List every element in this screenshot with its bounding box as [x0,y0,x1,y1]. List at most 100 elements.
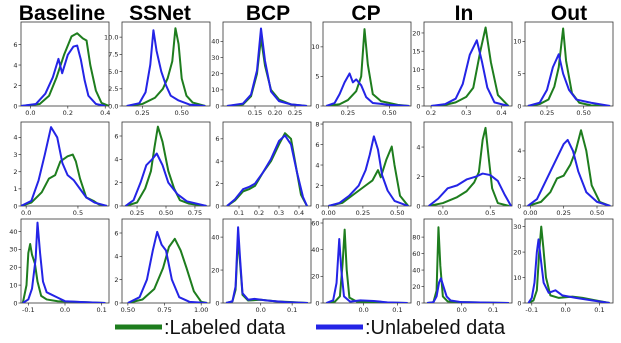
y-tick-label: 4 [114,253,118,261]
x-tick-label: 0.1 [392,306,402,314]
y-tick-label: 4 [215,158,219,166]
x-tick-label: 0.0 [438,209,448,217]
x-tick-label: 0.3 [274,209,284,217]
unlabeled-density-line [124,152,207,206]
x-tick-label: 0.00 [523,209,537,217]
y-tick-label: 0 [416,202,420,210]
y-tick-label: 40 [211,38,219,46]
legend-unlabeled-label: :Unlabeled data [365,317,506,339]
x-tick-label: 0.1 [234,209,244,217]
y-tick-label: 6 [13,41,17,49]
y-tick-label: 0 [315,102,319,110]
column-title-ssnet: SSNet [129,2,191,25]
x-tick-label: 0.50 [590,209,604,217]
panel-in-row3: 0.0 0.1 0 20 40 60 80 [412,218,513,314]
y-tick-label: 30 [9,246,17,254]
panel-cp-row2: 0.00 0.25 0.50 0 2 4 6 8 [315,120,412,217]
unlabeled-density-line [21,126,108,206]
y-tick-label: 2 [13,82,17,90]
y-tick-label: 10 [9,281,17,289]
labeled-density-line [21,243,106,303]
x-tick-label: 0.25 [356,209,370,217]
panel-frame [20,121,110,207]
x-tick-label: 0.4 [294,209,304,217]
unlabeled-density-line [226,27,308,106]
x-tick-label: 0.25 [130,209,144,217]
y-tick-label: 40 [311,246,319,254]
y-tick-label: 20 [211,70,219,78]
unlabeled-density-line [126,29,206,106]
x-tick-label: -0.1 [22,306,35,314]
y-tick-label: 6 [215,135,219,143]
panel-bcp-row1: 0.15 0.20 0.25 0 10 20 30 40 [211,21,312,117]
labeled-density-line [428,126,510,206]
y-tick-label: 6 [315,141,319,149]
y-tick-label: 8 [315,120,319,128]
y-tick-label: 80 [412,233,420,241]
y-tick-label: 30 [513,223,521,231]
y-tick-label: 4 [13,61,17,69]
labeled-density-line [326,228,408,303]
unlabeled-density-line [326,238,408,303]
y-tick-label: 7.5 [108,51,118,59]
labeled-density-line [125,125,207,206]
x-tick-label: 0.5 [73,209,83,217]
x-tick-label: 0.20 [268,109,282,117]
y-tick-label: 20 [513,248,521,256]
y-tick-label: 4 [416,143,420,151]
x-tick-label: 1.00 [194,306,208,314]
labeled-density-line [527,27,611,106]
y-tick-label: 20 [9,264,17,272]
y-tick-label: 5 [315,73,319,81]
x-tick-label: 0.50 [159,209,173,217]
x-tick-label: 0.1 [287,306,297,314]
labeled-density-line [21,32,109,106]
x-tick-label: 0.0 [560,306,570,314]
y-tick-label: 10 [412,66,420,74]
x-tick-label: 0.2 [426,109,436,117]
y-tick-label: 0 [416,299,420,307]
x-tick-label: 0.2 [254,209,264,217]
x-tick-label: 0.0 [358,306,368,314]
y-tick-label: 4 [114,156,118,164]
y-tick-label: 5 [416,84,420,92]
y-tick-label: 0 [215,102,219,110]
panel-in-row2: 0.0 0.5 0 2 4 [416,121,513,217]
y-tick-label: 0 [13,102,17,110]
unlabeled-density-line [428,172,512,206]
unlabeled-density-line [527,138,611,206]
unlabeled-density-line [430,39,509,106]
y-tick-label: 20 [412,283,420,291]
y-tick-label: 0 [215,299,219,307]
x-tick-label: 0.0 [457,306,467,314]
y-tick-label: 0 [13,202,17,210]
x-tick-label: 0.1 [594,306,604,314]
panel-bcp-row2: 0.1 0.2 0.3 0.4 0 2 4 6 [215,121,312,217]
panel-frame [423,121,513,207]
panel-ssnet-row3: 0.50 0.75 1.00 0 2 4 6 [114,218,211,314]
labeled-density-line [527,225,610,303]
panel-out-row1: 0.25 0.50 0 5 10 [513,21,614,117]
y-tick-label: 20 [412,29,420,37]
x-tick-label: 0.4 [496,109,506,117]
y-tick-label: 2 [517,175,521,183]
y-tick-label: 0 [315,202,319,210]
x-tick-label: 0.50 [174,109,188,117]
y-tick-label: 5 [517,70,521,78]
x-tick-label: 0.25 [341,109,355,117]
panel-ssnet-row1: 0.25 0.50 0.0 2.5 5.0 7.5 10.0 [104,21,211,117]
y-tick-label: 0 [416,102,420,110]
labeled-density-line [527,129,611,206]
unlabeled-density-line [527,238,610,303]
panel-cp-row1: 0.25 0.50 0 5 10 [311,21,412,117]
unlabeled-density-line [21,44,106,106]
panel-cp-row3: 0.0 0.1 0 20 40 60 [311,218,412,314]
panel-frame [524,121,614,207]
unlabeled-density-line [328,135,409,206]
labeled-density-line [430,26,510,106]
y-tick-label: 15 [412,48,420,56]
panel-frame [222,21,312,107]
y-tick-label: 0 [13,299,17,307]
y-tick-label: 60 [311,219,319,227]
x-tick-label: -0.1 [525,306,538,314]
